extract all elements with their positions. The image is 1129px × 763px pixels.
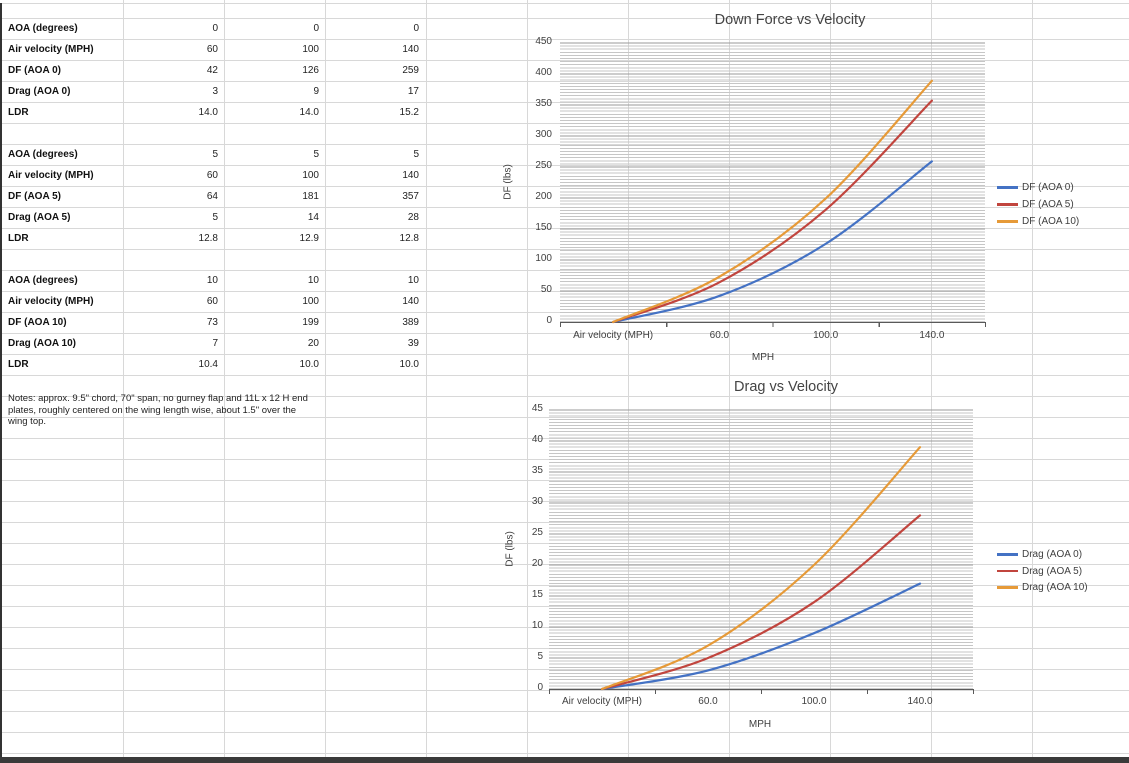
table-cell[interactable]: 14.0 [299, 107, 319, 118]
table-cell[interactable]: 10.0 [299, 359, 319, 370]
table-row-label[interactable]: Air velocity (MPH) [8, 296, 94, 307]
notes-text: Notes: approx. 9.5" chord, 70" span, no … [8, 393, 308, 427]
table-cell[interactable]: 357 [402, 191, 419, 202]
table-row-label[interactable]: Drag (AOA 5) [8, 212, 71, 223]
table-row-label[interactable]: AOA (degrees) [8, 149, 78, 160]
table-cell[interactable]: 389 [402, 317, 419, 328]
table-row-label[interactable]: Drag (AOA 0) [8, 86, 71, 97]
table-cell[interactable]: 10.0 [399, 359, 419, 370]
table-cell[interactable]: 259 [402, 65, 419, 76]
table-cell[interactable]: 10 [307, 275, 319, 286]
table-cell[interactable]: 10.4 [198, 359, 218, 370]
table-cell[interactable]: 20 [307, 338, 319, 349]
table-row-label[interactable]: Air velocity (MPH) [8, 170, 94, 181]
table-cell[interactable]: 100 [302, 296, 319, 307]
table-cell[interactable]: 140 [402, 44, 419, 55]
table-cell[interactable]: 10 [206, 275, 218, 286]
table-cell[interactable]: 60 [206, 44, 218, 55]
table-cell[interactable]: 100 [302, 170, 319, 181]
table-cell[interactable]: 60 [206, 170, 218, 181]
table-cell[interactable]: 5 [413, 149, 419, 160]
table-row-label[interactable]: LDR [8, 107, 29, 118]
table-cell[interactable]: 140 [402, 170, 419, 181]
table-cell[interactable]: 39 [407, 338, 419, 349]
table-cell[interactable]: 9 [313, 86, 319, 97]
table-row-label[interactable]: LDR [8, 233, 29, 244]
table-cell[interactable]: 199 [302, 317, 319, 328]
table-cell[interactable]: 28 [407, 212, 419, 223]
table-cell[interactable]: 7 [212, 338, 218, 349]
table-cell[interactable]: 0 [313, 23, 319, 34]
table-row-label[interactable]: AOA (degrees) [8, 23, 78, 34]
table-cell[interactable]: 12.9 [299, 233, 319, 244]
table-cell[interactable]: 15.2 [399, 107, 419, 118]
table-row-label[interactable]: DF (AOA 10) [8, 317, 67, 328]
data-table: AOA (degrees) 0 0 0 Air velocity (MPH) 60 100 1… [0, 0, 530, 763]
table-row-label[interactable]: AOA (degrees) [8, 275, 78, 286]
table-row-label[interactable]: DF (AOA 0) [8, 65, 61, 76]
table-cell[interactable]: 5 [212, 212, 218, 223]
table-cell[interactable]: 126 [302, 65, 319, 76]
table-cell[interactable]: 0 [413, 23, 419, 34]
table-cell[interactable]: 42 [206, 65, 218, 76]
table-cell[interactable]: 12.8 [399, 233, 419, 244]
table-cell[interactable]: 5 [313, 149, 319, 160]
table-cell[interactable]: 14.0 [198, 107, 218, 118]
table-cell[interactable]: 17 [407, 86, 419, 97]
table-cell[interactable]: 5 [212, 149, 218, 160]
table-cell[interactable]: 0 [212, 23, 218, 34]
table-cell[interactable]: 12.8 [198, 233, 218, 244]
table-cell[interactable]: 10 [407, 275, 419, 286]
table-cell[interactable]: 14 [307, 212, 319, 223]
table-cell[interactable]: 73 [206, 317, 218, 328]
table-cell[interactable]: 100 [302, 44, 319, 55]
table-row-label[interactable]: Air velocity (MPH) [8, 44, 94, 55]
table-row-label[interactable]: Drag (AOA 10) [8, 338, 76, 349]
window-edge-bottom [0, 757, 1129, 763]
table-cell[interactable]: 64 [206, 191, 218, 202]
window-edge-left [0, 3, 2, 763]
table-cell[interactable]: 181 [302, 191, 319, 202]
table-row-label[interactable]: DF (AOA 5) [8, 191, 61, 202]
table-cell[interactable]: 3 [212, 86, 218, 97]
table-cell[interactable]: 60 [206, 296, 218, 307]
table-row-label[interactable]: LDR [8, 359, 29, 370]
table-cell[interactable]: 140 [402, 296, 419, 307]
